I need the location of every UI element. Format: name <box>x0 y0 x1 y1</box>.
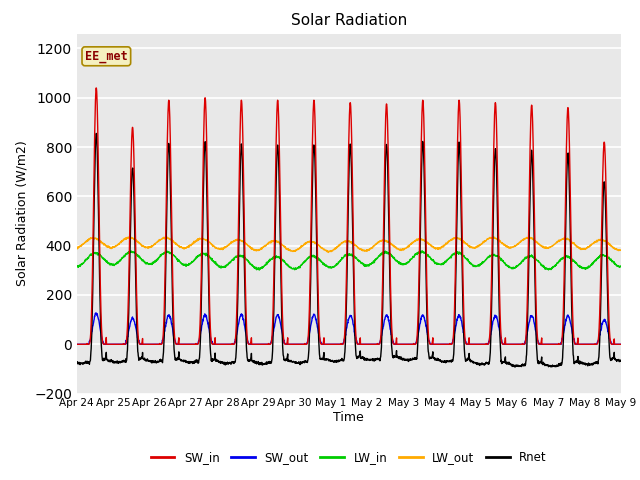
Rnet <box>507 361 515 367</box>
Title: Solar Radiation: Solar Radiation <box>291 13 407 28</box>
SW_in <box>73 341 81 347</box>
Y-axis label: Solar Radiation (W/m2): Solar Radiation (W/m2) <box>15 141 29 287</box>
LW_in <box>584 264 592 270</box>
Rnet <box>617 357 625 363</box>
SW_out <box>73 341 81 347</box>
SW_out <box>365 341 372 347</box>
SW_out <box>584 341 592 347</box>
Line: LW_out: LW_out <box>77 237 621 252</box>
LW_in <box>225 261 232 266</box>
LW_out <box>225 242 232 248</box>
Line: LW_in: LW_in <box>77 251 621 270</box>
LW_out <box>365 247 372 253</box>
Legend: SW_in, SW_out, LW_in, LW_out, Rnet: SW_in, SW_out, LW_in, LW_out, Rnet <box>146 446 552 469</box>
Text: EE_met: EE_met <box>85 50 128 63</box>
SW_out <box>92 310 100 316</box>
LW_out <box>163 234 170 240</box>
SW_in <box>617 341 625 347</box>
Rnet <box>570 352 577 358</box>
Rnet <box>511 364 519 370</box>
Rnet <box>73 359 81 365</box>
SW_out <box>617 341 625 347</box>
LW_out <box>570 240 577 246</box>
Line: SW_out: SW_out <box>77 313 621 344</box>
LW_out <box>617 247 625 253</box>
SW_in <box>569 320 577 325</box>
SW_in <box>225 341 232 347</box>
Line: Rnet: Rnet <box>77 133 621 367</box>
Rnet <box>225 360 232 366</box>
LW_in <box>73 263 81 269</box>
LW_in <box>617 263 625 269</box>
SW_in <box>365 341 372 347</box>
Line: SW_in: SW_in <box>77 88 621 344</box>
Rnet <box>376 355 384 360</box>
SW_in <box>92 85 100 91</box>
Rnet <box>365 357 372 362</box>
LW_out <box>73 245 81 251</box>
LW_in <box>377 252 385 258</box>
LW_in <box>255 267 263 273</box>
SW_out <box>225 341 232 347</box>
LW_out <box>324 250 332 255</box>
LW_in <box>570 258 577 264</box>
LW_in <box>365 263 372 269</box>
X-axis label: Time: Time <box>333 411 364 424</box>
Rnet <box>92 131 100 136</box>
SW_out <box>376 337 384 343</box>
LW_out <box>584 244 592 250</box>
SW_in <box>507 341 515 347</box>
LW_in <box>508 264 515 270</box>
LW_out <box>508 244 515 250</box>
SW_out <box>569 332 577 338</box>
SW_in <box>376 337 384 343</box>
LW_out <box>377 238 385 244</box>
LW_in <box>127 248 135 254</box>
SW_out <box>507 341 515 347</box>
SW_in <box>584 341 592 347</box>
Rnet <box>584 361 592 367</box>
